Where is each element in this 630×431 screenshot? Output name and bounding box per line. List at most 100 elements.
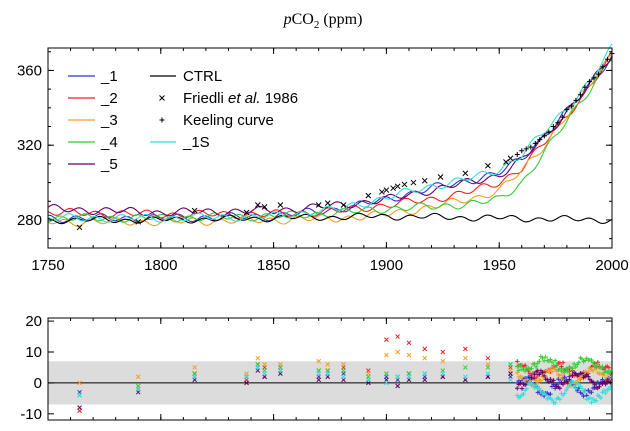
residual-point [559, 369, 564, 374]
friedli-point [401, 181, 408, 188]
residual-point [485, 365, 491, 370]
residual-point [244, 374, 249, 380]
residual-point [564, 387, 569, 393]
friedli-point [261, 204, 268, 210]
residual-point [559, 376, 564, 381]
residual-point [562, 391, 567, 396]
residual-point [598, 395, 604, 401]
residual-point [538, 378, 544, 383]
keeling-point [528, 144, 534, 150]
residual-point [508, 362, 513, 367]
residual-point [548, 357, 553, 362]
residual-point [552, 400, 558, 406]
keeling-point [532, 140, 538, 146]
keeling-point [550, 124, 556, 130]
residual-point [557, 397, 563, 402]
residual-point [565, 385, 570, 390]
residual-point [341, 374, 346, 380]
y-tick-label: 280 [17, 212, 42, 229]
keeling-point [586, 79, 592, 85]
x-tick-label: 1950 [483, 257, 516, 274]
x-tick-label: 1750 [31, 257, 64, 274]
residual-point [584, 393, 589, 398]
series-line--4 [47, 59, 613, 223]
friedli-point [507, 155, 514, 162]
friedli-point [277, 202, 284, 208]
residual-point [135, 374, 141, 380]
friedli-point [394, 183, 401, 190]
residual-point [562, 370, 567, 375]
residual-point [255, 365, 261, 370]
residual-point [590, 368, 596, 374]
residual-point [560, 372, 566, 378]
legend-label: CTRL [183, 68, 222, 85]
residual-point [316, 371, 322, 376]
keeling-point [582, 84, 588, 90]
residual-point [325, 362, 331, 367]
series-line--2 [47, 50, 613, 220]
residual-point [579, 371, 585, 376]
residual-point [515, 364, 520, 369]
residual-point [590, 379, 596, 385]
series-line--5 [47, 57, 613, 217]
residual-point [341, 362, 346, 367]
x-tick-label: 1800 [144, 257, 177, 274]
residual-point [515, 370, 520, 375]
residual-point [262, 362, 267, 367]
residual-point [530, 375, 536, 381]
residual-point [262, 371, 267, 376]
residual-point [540, 370, 545, 375]
residual-point [518, 363, 523, 368]
friedli-point [437, 174, 444, 180]
y-tick-label: 20 [25, 313, 42, 330]
residual-point [521, 392, 526, 397]
residual-point [515, 359, 520, 364]
residual-point [541, 373, 547, 379]
residual-point [587, 395, 593, 401]
keeling-point [559, 114, 565, 120]
residual-point [594, 398, 599, 403]
residual-point [395, 374, 401, 380]
residual-point [530, 381, 536, 387]
residual-point [595, 361, 600, 367]
residual-point [537, 372, 542, 377]
legend-label: Friedli et al. 1986 [183, 90, 298, 107]
residual-point [244, 380, 249, 386]
keeling-point [514, 152, 520, 158]
residual-point [422, 346, 428, 352]
residual-point [575, 388, 580, 393]
residual-point [537, 385, 542, 391]
y-tick-label: -10 [20, 406, 42, 423]
keeling-point [577, 92, 583, 98]
residual-point [576, 360, 582, 365]
residual-point [590, 360, 596, 365]
friedli-point [76, 224, 83, 231]
legend-swatch [159, 117, 165, 123]
residual-point [516, 368, 522, 373]
friedli-point [383, 187, 390, 193]
series-line--1 [47, 55, 613, 223]
residual-point [365, 377, 371, 383]
residual-point [422, 377, 428, 383]
series-line--1S [47, 43, 613, 223]
friedli-point [324, 200, 331, 206]
keeling-point [555, 120, 561, 126]
top-axis-ticks: 1750 1800 1850 1900 1950 2000 280 320 360 [17, 48, 629, 274]
residual-point [586, 374, 591, 379]
residual-point [77, 405, 82, 410]
friedli-point [421, 177, 428, 184]
residual-point [422, 355, 428, 361]
bottom-panel: 20 10 0 -10 [20, 313, 613, 423]
residual-point [508, 371, 513, 376]
bottom-axis-ticks: 20 10 0 -10 [20, 313, 613, 423]
title-sub: 2 [314, 19, 320, 31]
residual-point [549, 369, 555, 374]
y-tick-label: 10 [25, 344, 42, 361]
residual-point [603, 381, 608, 387]
residual-point [603, 390, 608, 396]
residual-point [573, 386, 578, 391]
legend-label: Keeling curve [183, 112, 274, 129]
residual-point [325, 371, 331, 376]
keeling-point [573, 97, 579, 103]
legend-label: _3 [100, 112, 118, 129]
